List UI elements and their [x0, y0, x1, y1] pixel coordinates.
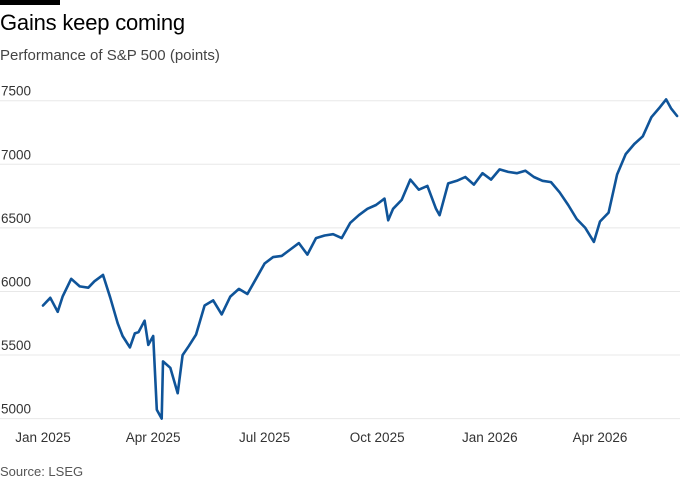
chart-subtitle: Performance of S&P 500 (points) [0, 47, 220, 64]
x-tick-label: Oct 2025 [350, 430, 405, 445]
gridlines [0, 100, 680, 420]
y-tick-label: 7000 [1, 147, 31, 162]
y-tick-label: 5500 [1, 338, 31, 353]
y-axis-tick-labels: 5000 5500 6000 6500 7000 7500 [1, 84, 31, 417]
x-tick-label: Apr 2026 [573, 430, 628, 445]
x-tick-label: Jul 2025 [239, 430, 290, 445]
x-axis-tick-labels: Jan 2025 Apr 2025 Jul 2025 Oct 2025 Jan 2026… [15, 430, 627, 445]
series-layer [41, 98, 679, 420]
y-tick-label: 6000 [1, 274, 31, 289]
header-accent-bar [0, 0, 60, 5]
x-tick-label: Jan 2026 [462, 430, 518, 445]
source-note: Source: LSEG [0, 464, 84, 479]
chart-title: Gains keep coming [0, 10, 185, 35]
x-tick-label: Apr 2025 [126, 430, 181, 445]
series-line-0 [41, 98, 679, 420]
y-tick-label: 7500 [1, 84, 31, 99]
y-tick-label: 5000 [1, 402, 31, 417]
y-tick-label: 6500 [1, 211, 31, 226]
x-tick-label: Jan 2025 [15, 430, 71, 445]
